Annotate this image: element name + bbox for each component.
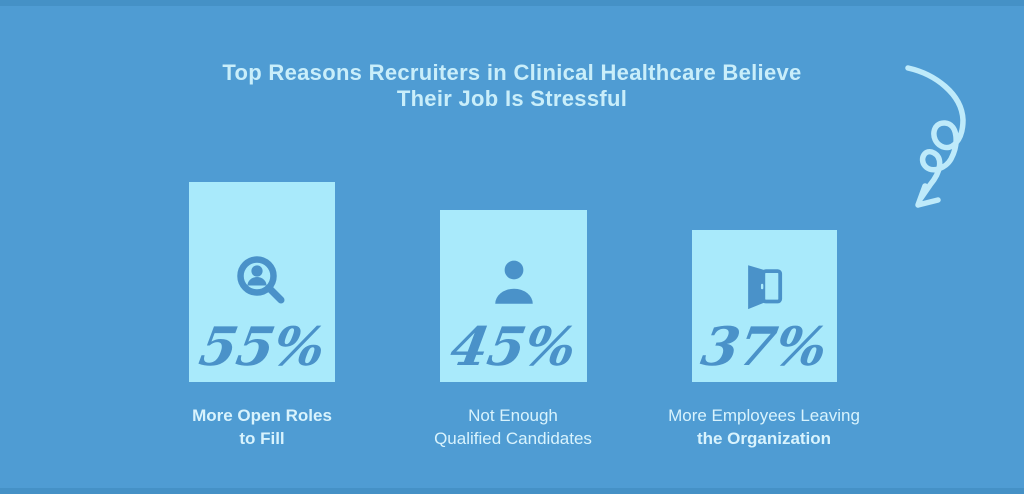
bottom-edge-strip (0, 488, 1024, 494)
bar-label-line: Qualified Candidates (434, 428, 592, 448)
bar-card-employees-leaving: 37% (692, 230, 837, 382)
percent-value-37: 37% (697, 316, 833, 378)
bar-label-line: More Open Roles (192, 406, 332, 425)
percent-value-55: 55% (194, 316, 330, 378)
bar-label-line: the Organization (696, 428, 832, 448)
bar-card-more-open-roles: 55% (189, 182, 335, 382)
candidate-search-icon (237, 256, 285, 304)
bar-label-more-open-roles: More Open Roles to Fill (152, 405, 372, 450)
bar-label-line: Not Enough (468, 406, 558, 425)
percent-value-45: 45% (446, 316, 582, 378)
bar-label-not-enough-candidates: Not Enough Qualified Candidates (383, 405, 643, 450)
chart-title-line-1: Top Reasons Recruiters in Clinical Healt… (222, 60, 802, 85)
chart-title-line-2: Their Job Is Stressful (396, 86, 628, 111)
bar-card-not-enough-candidates: 45% (440, 210, 587, 382)
bar-label-employees-leaving: More Employees Leaving the Organization (634, 405, 894, 450)
bar-label-line: More Employees Leaving (668, 406, 860, 425)
bar-label-line: to Fill (239, 428, 285, 448)
chart-title: Top Reasons Recruiters in Clinical Healt… (0, 60, 1024, 112)
curly-arrow-doodle-icon (905, 65, 966, 208)
open-door-icon (747, 265, 782, 310)
top-edge-strip (0, 0, 1024, 6)
person-icon (494, 260, 533, 304)
